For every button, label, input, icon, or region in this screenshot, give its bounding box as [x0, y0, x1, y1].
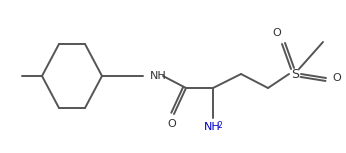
Text: O: O — [273, 28, 281, 38]
Text: 2: 2 — [218, 121, 222, 129]
Text: S: S — [291, 67, 299, 80]
Text: NH: NH — [204, 122, 220, 132]
Text: O: O — [167, 119, 176, 129]
Text: NH: NH — [150, 71, 167, 81]
Text: O: O — [333, 73, 342, 83]
